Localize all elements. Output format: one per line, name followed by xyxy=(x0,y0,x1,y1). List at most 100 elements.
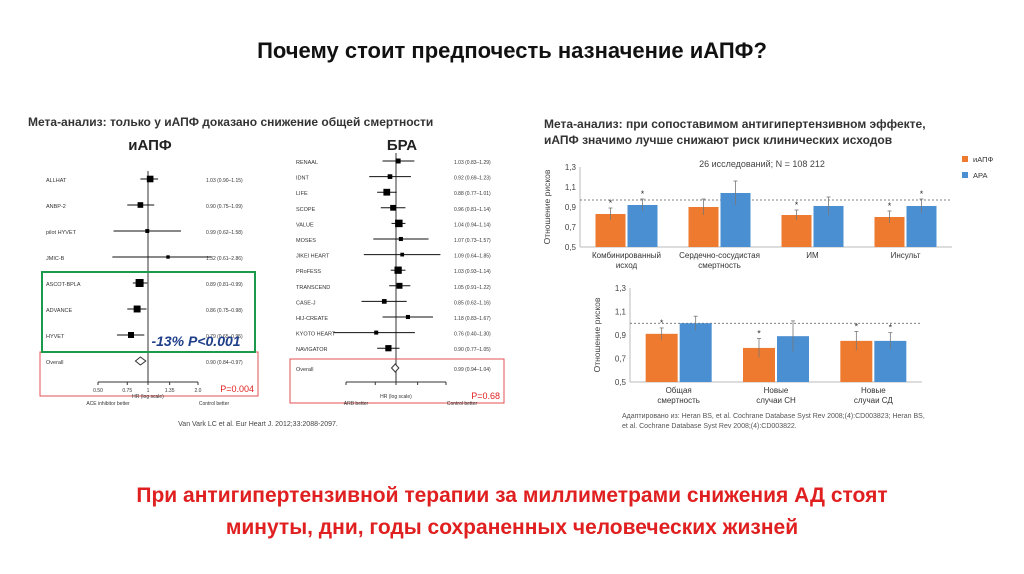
hr-marker xyxy=(385,345,392,352)
study-ci-label: 0.86 (0.75–0.98) xyxy=(206,308,243,314)
overall-name: Overall xyxy=(296,367,313,373)
y-tick-label: 0,5 xyxy=(565,243,577,252)
p-value: P=0.004 xyxy=(220,384,254,394)
conclusion-line-2: минуты, дни, годы сохраненных человеческ… xyxy=(225,516,799,539)
x-tick-label: 2.0 xyxy=(195,388,202,394)
bar-chart-2: 0,5 0,7 0,9 1,1 1,3 Отношение рисков * Общаясме… xyxy=(592,284,922,405)
bars-title-line-1: Мета-анализ: при сопоставимом антигиперт… xyxy=(544,117,926,131)
study-name: LIFE xyxy=(296,191,308,197)
study-name: ADVANCE xyxy=(46,308,73,314)
category-label: исход xyxy=(616,261,638,270)
study-ci-label: 0.79 (0.65–0.95) xyxy=(206,334,243,340)
y-axis-label: Отношение рисков xyxy=(542,169,552,244)
bars-citation-line-2: et al. Cochrane Database Syst Rev 2008;(… xyxy=(622,423,797,430)
study-name: CASE-J xyxy=(296,300,316,306)
y-tick-label: 1,3 xyxy=(565,163,577,172)
study-ci-label: 1.05 (0.91–1.22) xyxy=(454,285,491,291)
significance-star: * xyxy=(920,189,924,199)
forest-plot-panel: Мета-анализ: только у иАПФ доказано сниж… xyxy=(28,112,518,438)
study-ci-label: 1.03 (0.83–1.29) xyxy=(454,160,491,166)
x-tick-label: 1.35 xyxy=(165,388,175,394)
study-ci-label: 1.03 (0.90–1.15) xyxy=(206,178,243,184)
category-label: случаи СД xyxy=(854,396,894,405)
hr-marker xyxy=(137,202,144,208)
study-name: ALLHAT xyxy=(46,178,67,184)
bars-title-line-2: иАПФ значимо лучше снижают риск клиничес… xyxy=(544,133,892,147)
category-label: Новые xyxy=(764,386,789,395)
study-ci-label: 0.90 (0.75–1.09) xyxy=(206,204,243,210)
study-ci-label: 1.04 (0.94–1.14) xyxy=(454,222,491,228)
category-label: смертность xyxy=(698,261,741,270)
significance-star: * xyxy=(795,200,799,210)
hr-marker xyxy=(135,279,144,287)
study-ci-label: 0.88 (0.77–1.01) xyxy=(454,191,491,197)
study-name: NAVIGATOR xyxy=(296,347,328,353)
forest-heading: БРА xyxy=(387,137,417,154)
study-name: HYVET xyxy=(46,334,65,340)
hr-marker xyxy=(387,174,393,179)
category-label: ИМ xyxy=(806,251,819,260)
x-axis-label: HR (log scale) xyxy=(380,394,412,400)
hr-marker xyxy=(395,158,401,164)
favours-left-note: ACE inhibitor better xyxy=(86,401,130,407)
significance-star: * xyxy=(855,321,859,331)
legend-label: АРА xyxy=(973,171,988,180)
category-label: Сердечно-сосудистая xyxy=(679,251,760,260)
significance-star: * xyxy=(641,189,645,199)
study-ci-label: 0.90 (0.77–1.05) xyxy=(454,347,491,353)
study-ci-label: 0.92 (0.69–1.23) xyxy=(454,176,491,182)
hr-marker xyxy=(166,255,170,259)
study-ci-label: 1.03 (0.93–1.14) xyxy=(454,269,491,275)
category-label: Новые xyxy=(861,386,886,395)
study-name: VALUE xyxy=(296,222,314,228)
overall-ci-label: 0.99 (0.94–1.04) xyxy=(454,367,491,373)
bar xyxy=(627,205,658,247)
category-label: Инсульт xyxy=(891,251,921,260)
study-name: TRANSCEND xyxy=(296,285,330,291)
bar-chart-1: 0,5 0,7 0,9 1,1 1,3 Отношение рисков * * Комбини… xyxy=(542,163,952,270)
y-axis-label: Отношение рисков xyxy=(592,297,602,372)
overall-ci-label: 0.90 (0.84–0.97) xyxy=(206,360,243,366)
x-tick-label: 0.50 xyxy=(93,388,103,394)
study-ci-label: 1.07 (0.73–1.57) xyxy=(454,238,491,244)
hr-marker xyxy=(127,332,134,338)
hr-marker xyxy=(400,252,405,257)
significance-star: * xyxy=(757,329,761,339)
hr-marker xyxy=(146,175,154,183)
significance-star: * xyxy=(609,198,613,208)
study-ci-label: 1.32 (0.61–2.86) xyxy=(206,256,243,262)
study-ci-label: 1.18 (0.83–1.67) xyxy=(454,316,491,322)
y-tick-label: 0,5 xyxy=(615,378,627,387)
study-name: ANBP-2 xyxy=(46,204,66,210)
significance-star: * xyxy=(889,323,893,333)
study-name: PRoFESS xyxy=(296,269,321,275)
x-tick-label: 0.75 xyxy=(122,388,132,394)
y-tick-label: 0,9 xyxy=(615,331,627,340)
x-tick-label: 1 xyxy=(147,388,150,394)
study-name: KYOTO HEART xyxy=(296,332,336,338)
favours-left-note: ARB better xyxy=(344,401,369,407)
y-tick-label: 0,7 xyxy=(565,223,577,232)
hr-marker xyxy=(145,229,150,233)
slide-title: Почему стоит предпочесть назначение иАПФ… xyxy=(257,38,767,63)
hr-marker xyxy=(398,236,403,242)
bar xyxy=(781,215,812,247)
overall-name: Overall xyxy=(46,360,63,366)
study-ci-label: 0.99 (0.62–1.58) xyxy=(206,230,243,236)
favours-right-note: Control better xyxy=(447,401,478,407)
y-tick-label: 0,7 xyxy=(615,355,627,364)
bar xyxy=(679,323,712,382)
y-tick-label: 1,1 xyxy=(565,183,577,192)
study-name: JMIC-B xyxy=(46,256,65,262)
study-name: IDNT xyxy=(296,176,309,182)
y-tick-label: 1,1 xyxy=(615,308,627,317)
category-label: Общая xyxy=(666,386,692,395)
forest-title: Мета-анализ: только у иАПФ доказано сниж… xyxy=(28,115,433,129)
hr-marker xyxy=(383,188,391,196)
y-tick-label: 1,3 xyxy=(615,284,627,293)
overall-diamond xyxy=(390,363,400,373)
bars-citation-line-1: Адаптировано из: Heran BS, et al. Cochra… xyxy=(622,413,925,420)
study-ci-label: 1.09 (0.64–1.85) xyxy=(454,254,491,260)
category-label: случаи СН xyxy=(756,396,796,405)
legend-swatch xyxy=(962,172,968,178)
